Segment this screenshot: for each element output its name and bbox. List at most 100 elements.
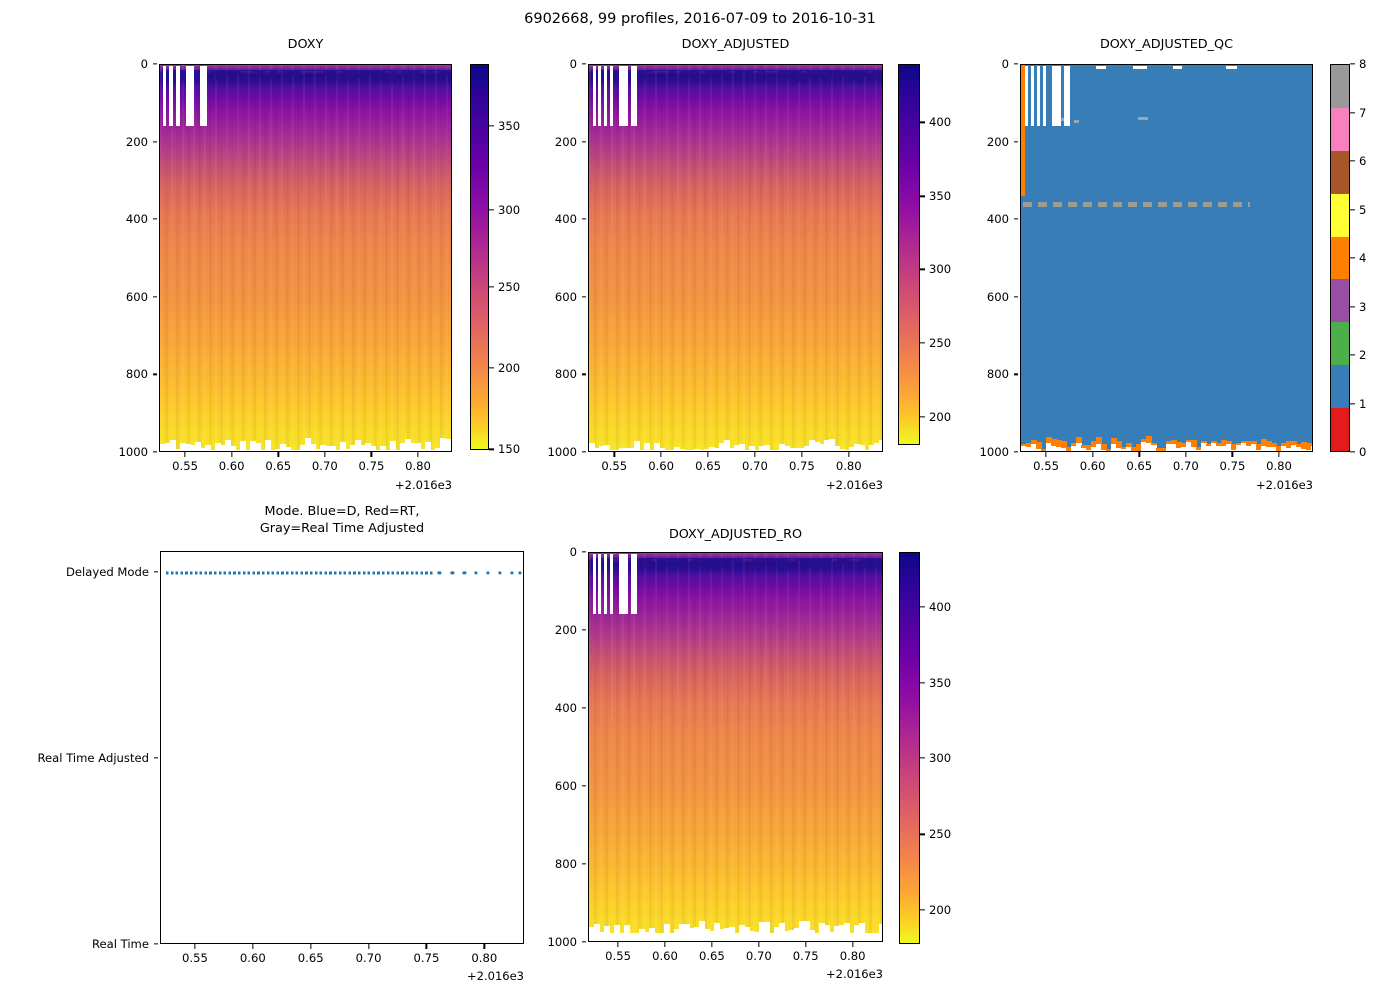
- bottom-edge-block: [1171, 444, 1177, 451]
- tick-label: 1000: [118, 445, 148, 459]
- bottom-edge-block: [1211, 443, 1217, 451]
- tick-label: 150: [498, 442, 521, 457]
- bottom-edge-block: [345, 448, 351, 451]
- bottom-edge-block: [689, 449, 695, 451]
- tick-label: 0.80: [1266, 459, 1292, 473]
- oxygen-max-band: [747, 558, 754, 559]
- ro-x-offset: +2.016e3: [826, 967, 883, 981]
- oxygen-max-band: [759, 558, 766, 561]
- bottom-edge-block: [619, 933, 625, 941]
- bottom-edge-block: [704, 929, 710, 941]
- bottom-edge-block: [1111, 443, 1117, 451]
- tick-label: 0.80: [471, 951, 498, 965]
- mode-y-axis: Delayed Mode Real Time Adjusted Real Time: [10, 551, 158, 951]
- bottom-edge-block: [420, 448, 426, 451]
- bottom-edge-block: [1201, 441, 1207, 444]
- oxygen-max-band: [711, 70, 718, 75]
- bottom-edge-block: [644, 931, 650, 941]
- bottom-edge-block: [1146, 435, 1152, 444]
- tick-label: 250: [929, 335, 952, 350]
- bottom-edge-block: [589, 927, 595, 941]
- mode-title-line1: Mode. Blue=D, Red=RT,: [264, 504, 420, 519]
- oxygen-max-band: [384, 70, 391, 71]
- bottom-edge-block: [589, 443, 595, 451]
- oxygen-max-band: [813, 558, 820, 571]
- bottom-edge-block: [195, 441, 201, 451]
- tick-label: 400: [929, 599, 952, 614]
- tick-label: 0.65: [698, 949, 725, 963]
- bottom-edge-block: [789, 448, 795, 451]
- mode-dot: [474, 571, 478, 575]
- tick-label: 0.55: [172, 459, 198, 473]
- tick-label: 200: [929, 902, 952, 917]
- qc-small-dash-3: [1138, 117, 1148, 120]
- bottom-edge-block: [699, 921, 705, 941]
- oxygen-max-band: [663, 70, 670, 71]
- qc-title: DOXY_ADJUSTED_QC: [1099, 37, 1234, 52]
- doxy-heatmap: [159, 64, 452, 452]
- oxygen-max-band: [204, 70, 211, 71]
- oxygen-max-band: [336, 70, 343, 71]
- bottom-edge-block: [1091, 447, 1097, 451]
- bottom-edge-block: [714, 447, 720, 451]
- bottom-edge-block: [609, 450, 615, 451]
- bottom-edge-block: [445, 438, 451, 451]
- oxygen-max-band: [216, 70, 223, 81]
- oxygen-max-band: [783, 70, 790, 79]
- bottom-edge-block: [1081, 447, 1087, 451]
- bottom-edge-block: [1246, 440, 1252, 446]
- bottom-edge-block: [874, 933, 880, 941]
- bottom-edge-block: [1246, 445, 1252, 451]
- bottom-edge-block: [1031, 443, 1037, 451]
- bottom-edge-block: [674, 446, 680, 451]
- oxygen-max-band: [855, 558, 862, 559]
- oxygen-max-band: [312, 70, 319, 71]
- oxygen-max-band: [222, 70, 229, 75]
- oxygen-max-band: [873, 70, 880, 80]
- bottom-edge-block: [844, 449, 850, 451]
- doxy-adjusted-colorbar-ticks: 400 350 300 250 200: [920, 64, 964, 445]
- oxygen-max-band: [801, 70, 808, 71]
- tick-label: 0.60: [218, 459, 245, 473]
- oxygen-max-band: [819, 558, 826, 571]
- bottom-edge-block: [1241, 442, 1247, 451]
- missing-profile-stripe: [631, 554, 637, 614]
- bottom-edge-block: [1266, 446, 1272, 451]
- bottom-edge-block: [1026, 446, 1032, 451]
- tick-label: 300: [929, 751, 952, 766]
- bottom-edge-block: [824, 440, 830, 451]
- bottom-edge-block: [764, 444, 770, 451]
- oxygen-max-band: [867, 558, 874, 563]
- bottom-edge-block: [1311, 446, 1312, 451]
- bottom-edge-block: [430, 450, 436, 451]
- oxygen-max-band: [831, 558, 838, 559]
- oxygen-max-band: [717, 70, 724, 75]
- bottom-edge-block: [190, 444, 196, 451]
- missing-profile-stripe: [1025, 66, 1028, 126]
- bottom-edge-block: [684, 923, 690, 941]
- tick-label: 0.55: [1033, 459, 1059, 473]
- colorbar-segment: [1331, 322, 1349, 366]
- oxygen-max-band: [192, 70, 199, 81]
- tick-label: 1000: [547, 935, 577, 949]
- bottom-edge-block: [719, 442, 725, 451]
- oxygen-max-band: [867, 70, 874, 71]
- oxygen-max-band: [210, 70, 217, 75]
- bottom-edge-block: [664, 450, 670, 451]
- bottom-edge-block: [624, 924, 630, 941]
- oxygen-max-band: [438, 70, 445, 82]
- tick-label: 0.75: [792, 949, 819, 963]
- oxygen-max-band: [795, 558, 802, 561]
- doxy-x-offset: +2.016e3: [395, 478, 452, 492]
- bottom-edge-block: [789, 929, 795, 941]
- colorbar-segment: [1331, 150, 1349, 194]
- doxy-adjusted-x-offset: +2.016e3: [826, 478, 883, 492]
- bottom-edge-block: [754, 932, 760, 941]
- tick-label: 3: [1359, 299, 1367, 314]
- bottom-edge-block: [859, 444, 865, 451]
- bottom-edge-block: [1161, 448, 1167, 451]
- bottom-edge-block: [1311, 443, 1312, 447]
- tick-label: 0.55: [182, 951, 208, 965]
- ro-title: DOXY_ADJUSTED_RO: [668, 527, 803, 542]
- oxygen-max-band: [843, 70, 850, 76]
